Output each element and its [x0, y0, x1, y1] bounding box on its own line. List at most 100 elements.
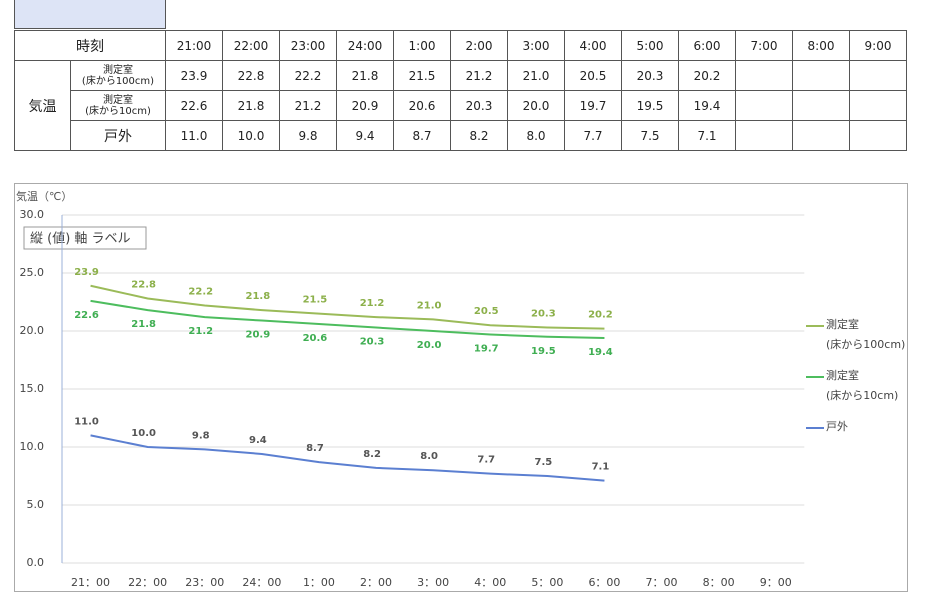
- data-label: 19.4: [588, 347, 613, 358]
- data-label: 20.3: [531, 309, 556, 320]
- data-label: 8.0: [420, 451, 438, 462]
- value-cell: 19.5: [621, 90, 679, 121]
- value-cell: [792, 90, 850, 121]
- x-tick-label: 3：00: [417, 576, 449, 589]
- data-label: 19.5: [531, 346, 556, 357]
- data-label: 23.9: [74, 267, 99, 278]
- time-cell: 9:00: [849, 30, 907, 61]
- x-tick-label: 6：00: [588, 576, 620, 589]
- data-label: 7.5: [534, 457, 552, 468]
- time-cell: 6:00: [678, 30, 736, 61]
- value-cell: 19.7: [564, 90, 622, 121]
- data-label: 20.9: [246, 330, 271, 341]
- row-label: 戸外: [70, 120, 166, 151]
- value-cell: 10.0: [222, 120, 280, 151]
- data-label: 20.3: [360, 337, 385, 348]
- value-cell: 21.2: [279, 90, 337, 121]
- y-tick-label: 0.0: [27, 556, 45, 569]
- data-label: 20.2: [588, 310, 613, 321]
- value-cell: [735, 60, 793, 91]
- data-label: 11.0: [74, 416, 99, 427]
- data-table: 時刻 21:00 22:00 23:00 24:00 1:00 2:00 3:00 4:00 5:…: [14, 30, 907, 151]
- value-cell: 22.6: [165, 90, 223, 121]
- header-row: 時刻 21:00 22:00 23:00 24:00 1:00 2:00 3:00 4:00 5:…: [14, 30, 907, 61]
- time-cell: 1:00: [393, 30, 451, 61]
- y-tick-label: 20.0: [20, 324, 45, 337]
- value-cell: 21.8: [336, 60, 394, 91]
- value-cell: 7.7: [564, 120, 622, 151]
- time-cell: 24:00: [336, 30, 394, 61]
- time-cell: 4:00: [564, 30, 622, 61]
- value-cell: 7.5: [621, 120, 679, 151]
- value-cell: 22.2: [279, 60, 337, 91]
- data-label: 8.7: [306, 443, 324, 454]
- data-label: 9.8: [192, 430, 210, 441]
- x-tick-label: 23：00: [185, 576, 224, 589]
- legend-entry: 測定室 (床から100cm): [826, 318, 906, 351]
- value-cell: 8.0: [507, 120, 565, 151]
- value-cell: [849, 60, 907, 91]
- time-cell: 7:00: [735, 30, 793, 61]
- y-tick-label: 10.0: [20, 440, 45, 453]
- data-label: 21.8: [246, 291, 271, 302]
- x-tick-label: 4：00: [474, 576, 506, 589]
- legend-swatch: [806, 325, 824, 327]
- data-label: 20.5: [474, 306, 499, 317]
- value-cell: [735, 120, 793, 151]
- value-cell: 21.8: [222, 90, 280, 121]
- value-cell: 9.8: [279, 120, 337, 151]
- y-tick-label: 15.0: [20, 382, 45, 395]
- y-tick-label: 30.0: [20, 208, 45, 221]
- header-cell: 時刻: [14, 30, 166, 61]
- x-tick-label: 9：00: [760, 576, 792, 589]
- value-cell: 23.9: [165, 60, 223, 91]
- chart-frame: [14, 183, 908, 592]
- value-cell: 20.3: [450, 90, 508, 121]
- data-row: 気温 測定室 (床から100cm) 23.9 22.8 22.2 21.8 21.5 21.2…: [14, 60, 907, 151]
- value-cell: [792, 60, 850, 91]
- x-tick-label: 2：00: [360, 576, 392, 589]
- data-label: 21.2: [188, 326, 213, 337]
- value-cell: [849, 90, 907, 121]
- data-label: 7.1: [592, 462, 610, 473]
- value-cell: [792, 120, 850, 151]
- annotation: 縦 (値) 軸 ラベル: [30, 231, 131, 247]
- value-cell: 8.2: [450, 120, 508, 151]
- value-cell: 8.7: [393, 120, 451, 151]
- row-label: 測定室 (床から100cm): [70, 60, 166, 91]
- series-line: [90, 284, 605, 330]
- legend-entry: 戸外: [826, 420, 848, 433]
- data-label: 21.8: [131, 319, 156, 330]
- cropped-cell: [14, 0, 166, 29]
- value-cell: [735, 90, 793, 121]
- y-tick-label: 5.0: [27, 498, 45, 511]
- time-cell: 3:00: [507, 30, 565, 61]
- value-cell: 20.2: [678, 60, 736, 91]
- data-label: 21.2: [360, 298, 385, 309]
- value-cell: 21.2: [450, 60, 508, 91]
- x-tick-label: 5：00: [531, 576, 563, 589]
- data-label: 22.8: [131, 280, 156, 291]
- data-label: 21.5: [303, 295, 328, 306]
- x-tick-label: 24：00: [242, 576, 281, 589]
- data-label: 20.0: [417, 340, 442, 351]
- x-tick-label: 7：00: [646, 576, 678, 589]
- time-cell: 2:00: [450, 30, 508, 61]
- time-cell: 21:00: [165, 30, 223, 61]
- value-cell: 21.5: [393, 60, 451, 91]
- x-tick-label: 21：00: [71, 576, 110, 589]
- legend-swatch: [806, 427, 824, 429]
- value-cell: 20.0: [507, 90, 565, 121]
- value-cell: [849, 120, 907, 151]
- data-label: 9.4: [249, 435, 267, 446]
- data-label: 22.2: [188, 286, 213, 297]
- legend-swatch: [806, 376, 824, 378]
- value-cell: 9.4: [336, 120, 394, 151]
- time-cell: 22:00: [222, 30, 280, 61]
- value-cell: 21.0: [507, 60, 565, 91]
- data-label: 10.0: [131, 428, 156, 439]
- data-label: 8.2: [363, 449, 381, 460]
- legend-entry: 測定室 (床から10cm): [826, 369, 899, 402]
- data-label: 21.0: [417, 300, 442, 311]
